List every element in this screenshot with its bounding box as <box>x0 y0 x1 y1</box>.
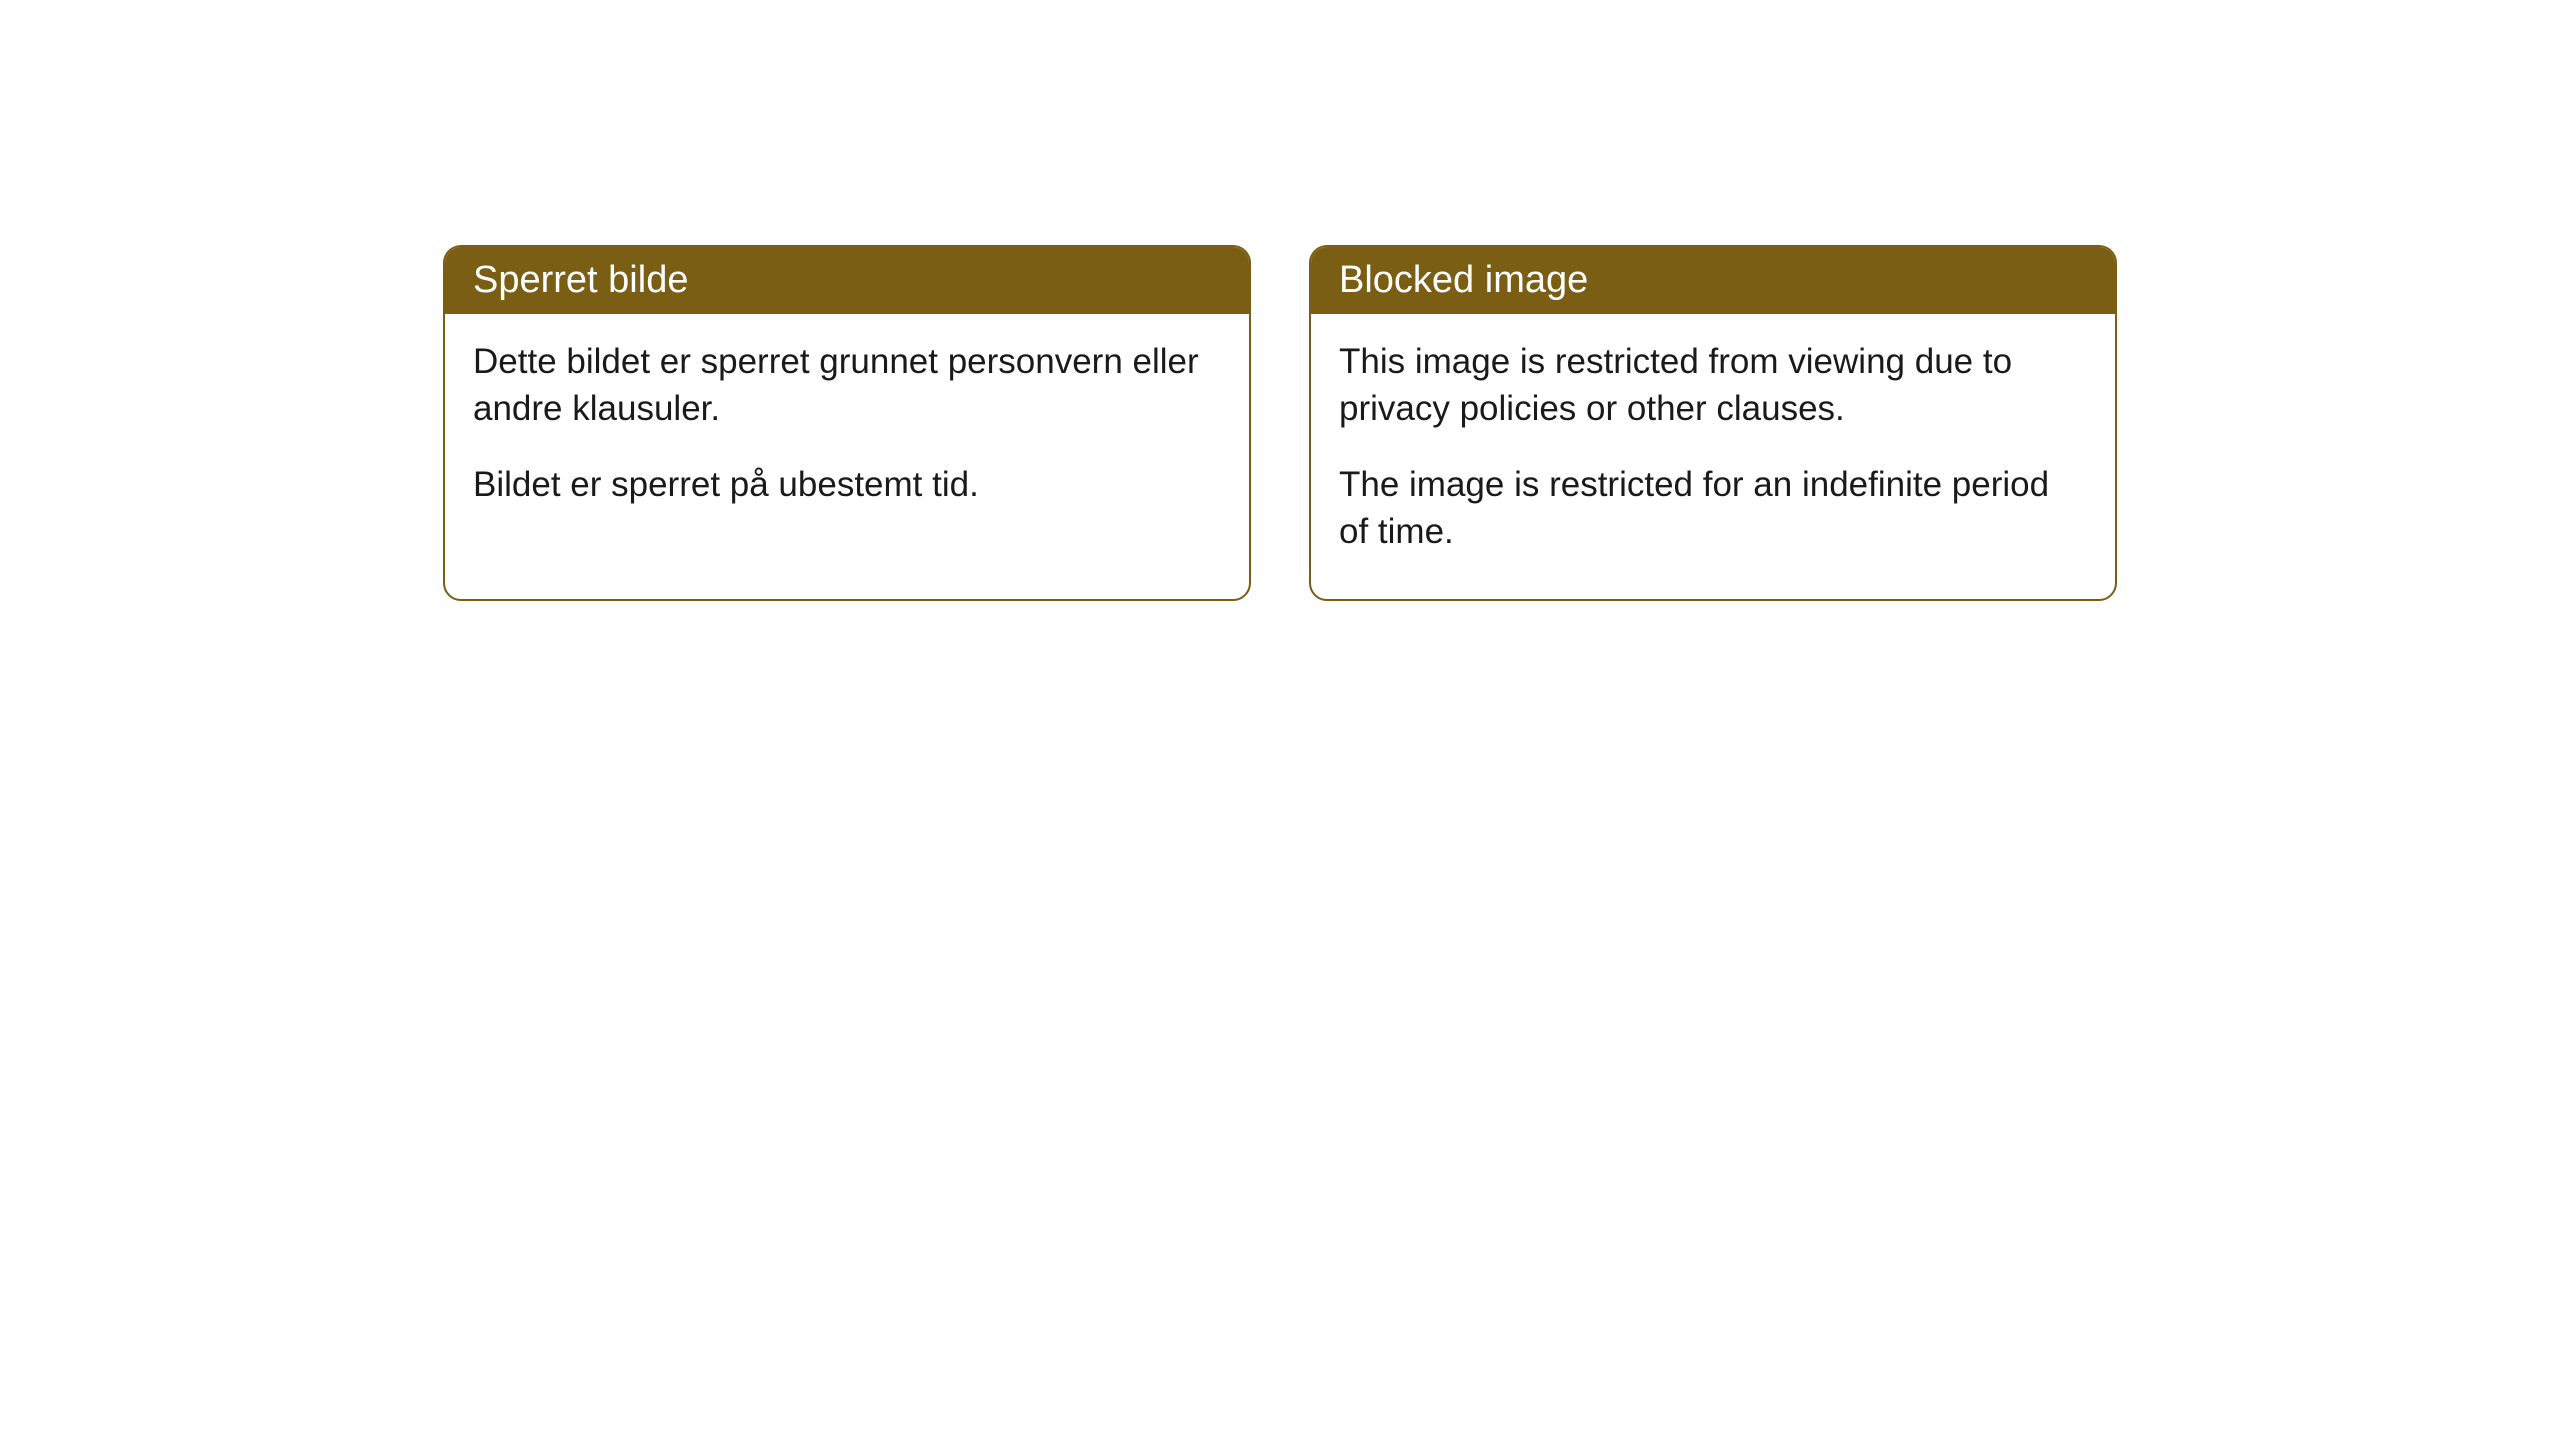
card-paragraph: Bildet er sperret på ubestemt tid. <box>473 461 1221 508</box>
card-paragraph: This image is restricted from viewing du… <box>1339 338 2087 433</box>
card-body-norwegian: Dette bildet er sperret grunnet personve… <box>445 314 1249 552</box>
card-header-norwegian: Sperret bilde <box>445 247 1249 314</box>
card-title: Blocked image <box>1339 259 1588 301</box>
notice-card-norwegian: Sperret bilde Dette bildet er sperret gr… <box>443 245 1251 601</box>
card-header-english: Blocked image <box>1311 247 2115 314</box>
notice-cards-container: Sperret bilde Dette bildet er sperret gr… <box>0 245 2560 601</box>
card-title: Sperret bilde <box>473 259 688 301</box>
card-paragraph: Dette bildet er sperret grunnet personve… <box>473 338 1221 433</box>
card-body-english: This image is restricted from viewing du… <box>1311 314 2115 599</box>
card-paragraph: The image is restricted for an indefinit… <box>1339 461 2087 556</box>
notice-card-english: Blocked image This image is restricted f… <box>1309 245 2117 601</box>
